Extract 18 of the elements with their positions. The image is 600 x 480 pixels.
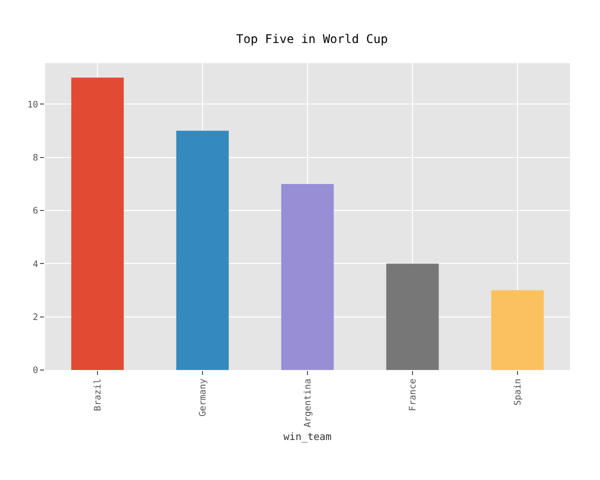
bar xyxy=(176,130,229,370)
chart-title: Top Five in World Cup xyxy=(236,32,388,46)
y-tick-label: 2 xyxy=(32,312,38,323)
y-tick-label: 0 xyxy=(32,366,38,376)
x-tick-label: Brazil xyxy=(93,378,104,412)
bar xyxy=(386,264,439,370)
x-axis-title: win_team xyxy=(283,432,332,443)
y-tick-label: 8 xyxy=(32,154,38,164)
x-tick-label: Spain xyxy=(513,378,524,406)
x-tick-label: Argentina xyxy=(303,378,314,428)
bar xyxy=(491,290,544,370)
bar xyxy=(71,78,124,370)
x-tick-label: Germany xyxy=(198,378,208,417)
y-tick-label: 4 xyxy=(32,260,38,270)
bar xyxy=(281,184,334,370)
y-tick-label: 10 xyxy=(27,100,38,110)
y-tick-label: 6 xyxy=(32,206,38,217)
x-tick-label: France xyxy=(408,378,418,412)
